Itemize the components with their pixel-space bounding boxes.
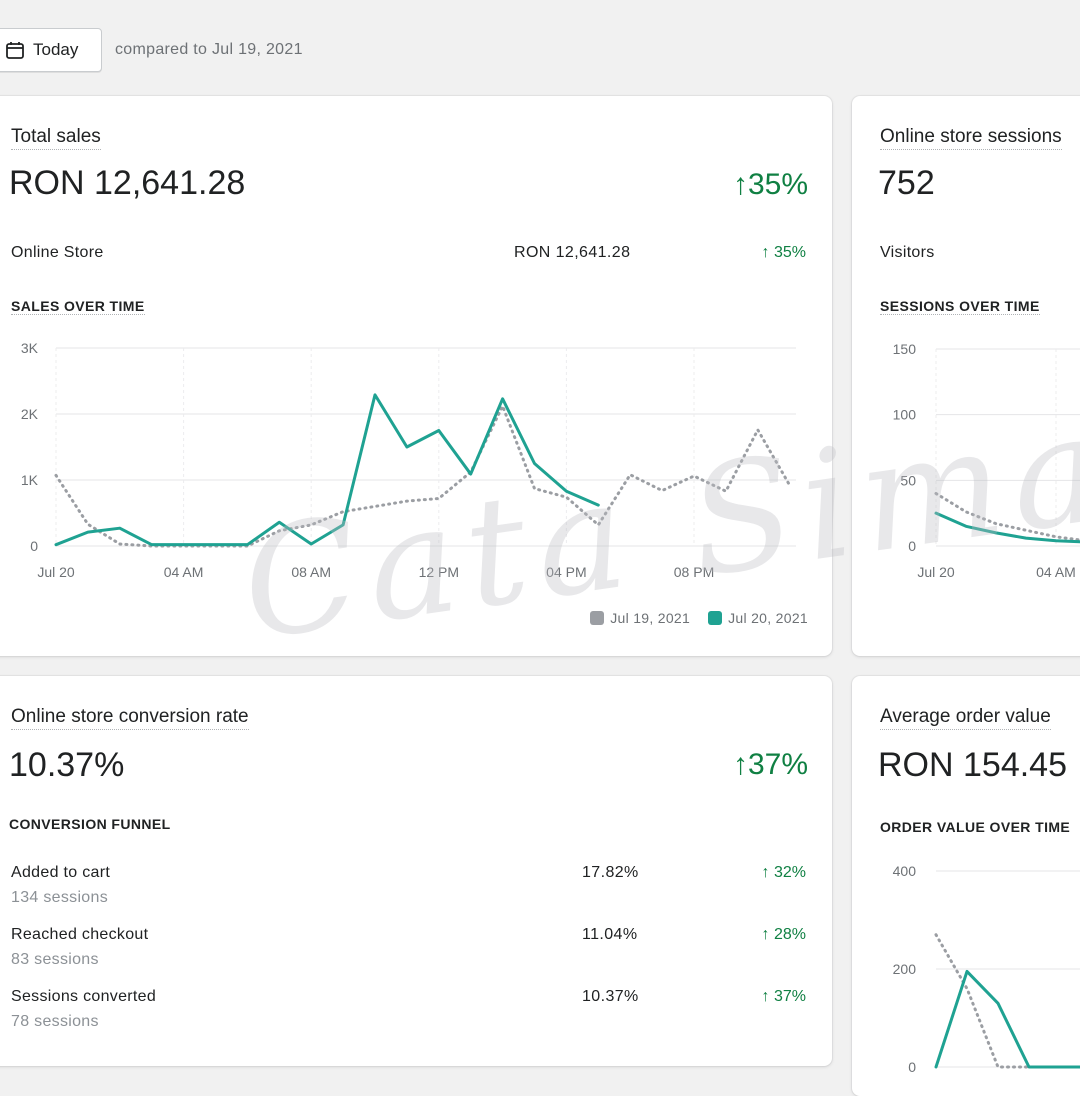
funnel-row-trend: ↑ 32%: [761, 864, 806, 881]
legend-swatch-current: [708, 611, 723, 625]
arrow-up-icon: ↑: [761, 244, 770, 261]
funnel-row-label: Added to cart: [11, 864, 111, 881]
sessions-card: Online store sessions 752 Visitors SESSI…: [852, 96, 1080, 656]
y-tick-label: 100: [893, 407, 917, 423]
arrow-up-icon: ↑: [732, 748, 748, 781]
y-tick-label: 2K: [21, 406, 39, 422]
series-line-previous: [934, 933, 1080, 1069]
funnel-row-sessions: 134 sessions: [11, 889, 108, 906]
x-tick-label: 12 PM: [419, 564, 459, 580]
comparison-text: compared to Jul 19, 2021: [115, 41, 303, 58]
x-tick-label: 08 AM: [291, 564, 331, 580]
order-value-over-time-chart: 0 200 400: [893, 863, 1080, 1075]
y-tick-label: 200: [893, 961, 917, 977]
y-tick-label: 3K: [21, 340, 39, 356]
online-store-trend: ↑ 35%: [761, 244, 806, 261]
sessions-title[interactable]: Online store sessions: [880, 126, 1062, 150]
funnel-row-value: 10.37%: [582, 988, 639, 1005]
arrow-up-icon: ↑: [732, 168, 748, 201]
y-tick-label: 50: [900, 472, 916, 488]
aov-value: RON 154.45: [878, 746, 1067, 784]
conversion-rate-card: Online store conversion rate 10.37% ↑37%…: [0, 676, 832, 1066]
sales-chart-legend: Jul 19, 2021 Jul 20, 2021: [590, 610, 808, 626]
funnel-row-value: 11.04%: [582, 926, 638, 943]
x-tick-label: 08 PM: [674, 564, 714, 580]
y-tick-label: 150: [893, 341, 917, 357]
y-tick-label: 400: [893, 863, 917, 879]
funnel-row-trend: ↑ 28%: [761, 926, 806, 943]
series-line-current: [54, 393, 600, 547]
conversion-funnel-heading: CONVERSION FUNNEL: [9, 816, 171, 832]
arrow-up-icon: ↑: [761, 988, 770, 1005]
online-store-label: Online Store: [11, 244, 104, 261]
total-sales-title[interactable]: Total sales: [11, 126, 101, 150]
funnel-row-value: 17.82%: [582, 864, 639, 881]
legend-label-previous: Jul 19, 2021: [610, 610, 691, 626]
x-tick-label: 04 AM: [164, 564, 204, 580]
conversion-rate-title[interactable]: Online store conversion rate: [11, 706, 249, 730]
funnel-row-label: Sessions converted: [11, 988, 157, 1005]
y-tick-label: 0: [908, 1059, 916, 1075]
online-store-value: RON 12,641.28: [514, 244, 631, 261]
series-line-current: [934, 511, 1080, 544]
order-value-over-time-heading: ORDER VALUE OVER TIME: [880, 819, 1071, 835]
calendar-icon: [6, 42, 24, 59]
average-order-value-card: Average order value RON 154.45 ORDER VAL…: [852, 676, 1080, 1096]
y-tick-label: 1K: [21, 472, 39, 488]
date-range-label: Today: [33, 40, 79, 59]
funnel-row-trend: ↑ 37%: [761, 988, 806, 1005]
x-tick-label: 04 AM: [1036, 564, 1076, 580]
x-tick-label: 04 PM: [546, 564, 586, 580]
total-sales-card: Total sales RON 12,641.28 ↑35% Online St…: [0, 96, 832, 656]
sessions-over-time-chart: 0 50 100 150 Jul 20 04 AM: [893, 341, 1080, 580]
funnel-row-sessions: 78 sessions: [11, 1013, 99, 1030]
total-sales-trend: ↑35%: [732, 168, 808, 201]
conversion-rate-trend: ↑37%: [732, 748, 808, 781]
series-line-previous: [934, 491, 1080, 542]
sales-over-time-heading: SALES OVER TIME: [11, 298, 145, 315]
sessions-value: 752: [878, 164, 935, 202]
funnel-row-label: Reached checkout: [11, 926, 149, 943]
legend-label-current: Jul 20, 2021: [728, 610, 808, 626]
sales-over-time-chart: 0 1K 2K 3K Jul 20 04 AM 08 AM 12 PM 04 PM 08 PM: [21, 340, 796, 580]
total-sales-value: RON 12,641.28: [9, 164, 246, 202]
legend-swatch-previous: [590, 611, 605, 625]
conversion-rate-value: 10.37%: [9, 746, 125, 784]
date-range-button[interactable]: Today: [0, 28, 102, 72]
series-line-previous: [54, 404, 792, 548]
aov-title[interactable]: Average order value: [880, 706, 1051, 730]
arrow-up-icon: ↑: [761, 926, 770, 943]
y-tick-label: 0: [908, 538, 916, 554]
arrow-up-icon: ↑: [761, 864, 770, 881]
sessions-over-time-heading: SESSIONS OVER TIME: [880, 298, 1040, 315]
y-tick-label: 0: [30, 538, 38, 554]
funnel-row-sessions: 83 sessions: [11, 951, 99, 968]
x-tick-label: Jul 20: [37, 564, 75, 580]
series-line-current: [934, 969, 1080, 1069]
visitors-label: Visitors: [880, 244, 935, 261]
x-tick-label: Jul 20: [917, 564, 955, 580]
